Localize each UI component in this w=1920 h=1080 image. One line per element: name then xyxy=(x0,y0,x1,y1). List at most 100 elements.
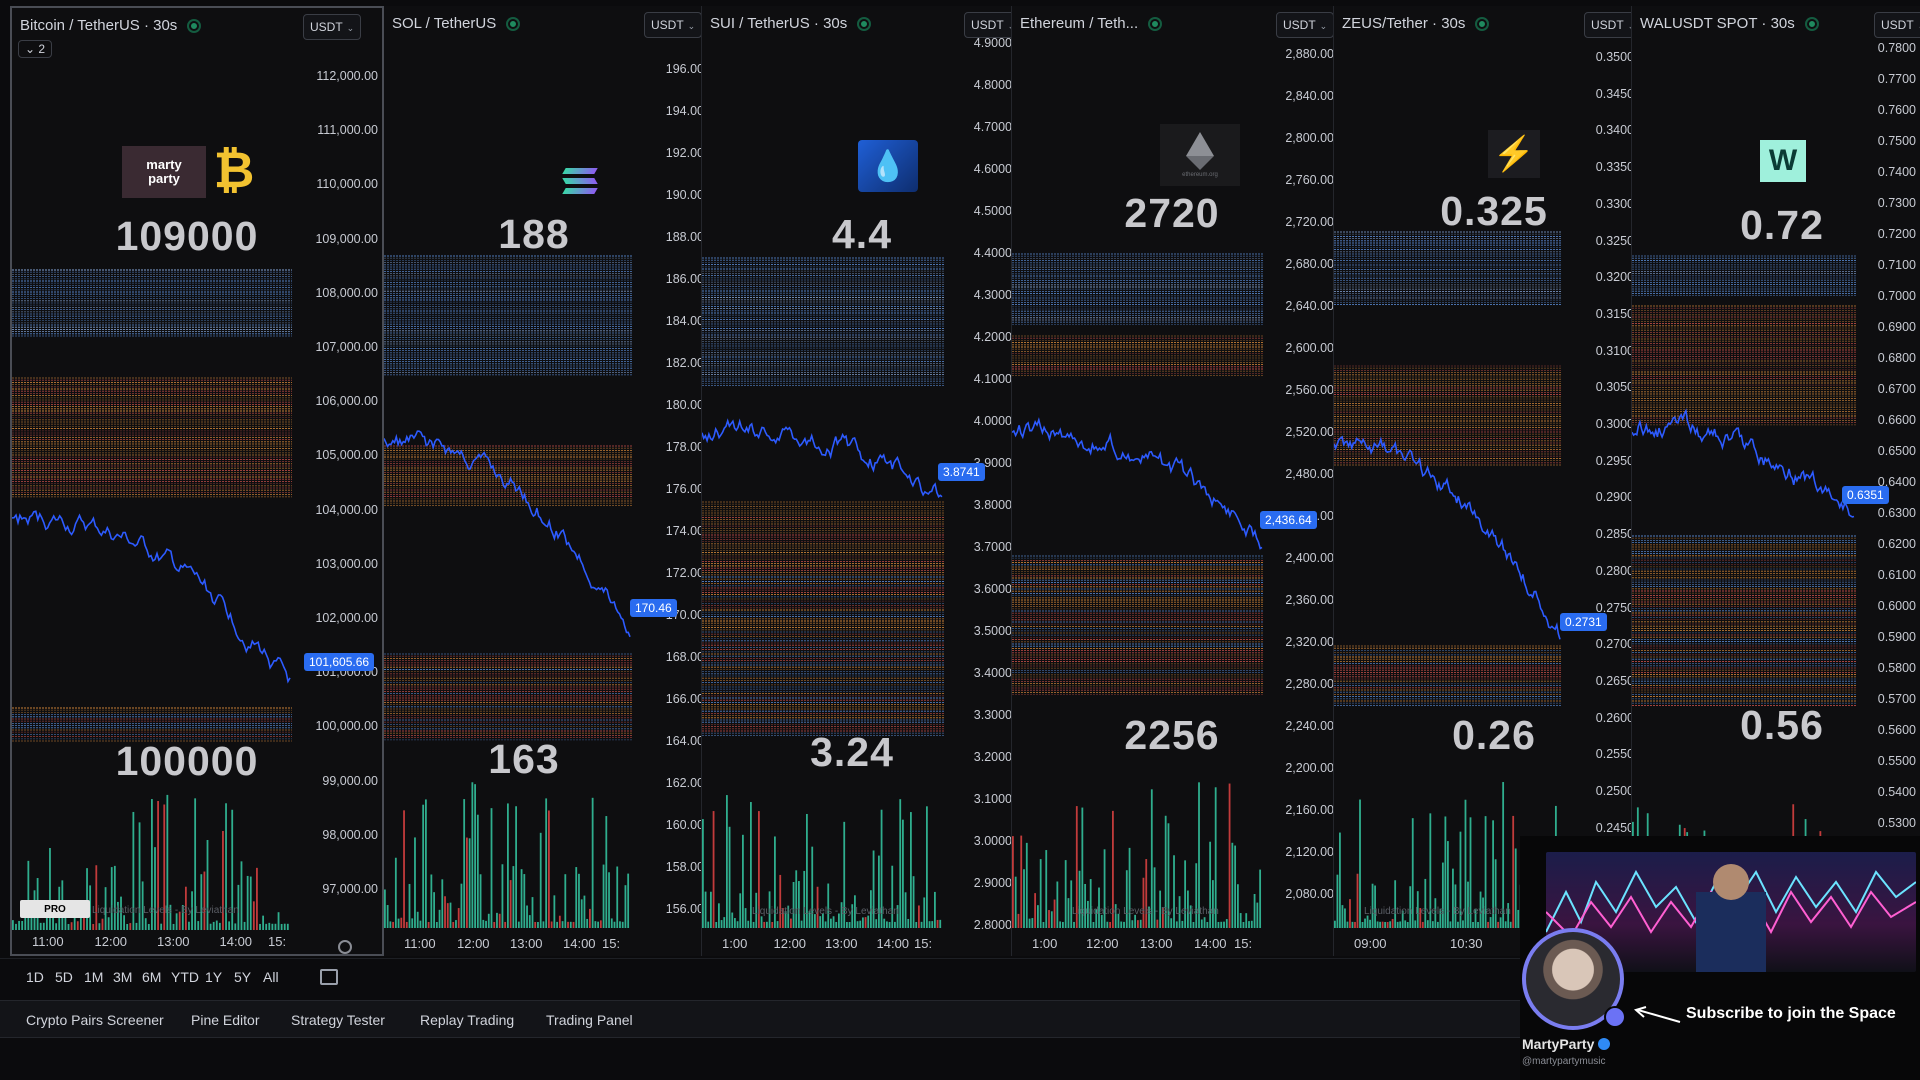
range-button-all[interactable]: All xyxy=(263,969,279,985)
volume-bar xyxy=(1384,921,1387,928)
volume-bar xyxy=(1112,810,1114,928)
tab-strategy-tester[interactable]: Strategy Tester xyxy=(291,1012,385,1028)
panel-title[interactable]: Ethereum / Teth... xyxy=(1020,15,1161,32)
volume-bar xyxy=(1037,905,1039,928)
currency-select[interactable]: USDT⌄ xyxy=(1874,12,1920,38)
time-axis: 1:00 12:00 13:00 14:00 15: xyxy=(702,932,948,956)
currency-select[interactable]: USDT⌄ xyxy=(303,14,362,40)
currency-select[interactable]: USDT⌄ xyxy=(964,12,1011,38)
volume-bar xyxy=(209,923,212,930)
volume-bar xyxy=(768,891,771,928)
date-range-calendar-icon[interactable] xyxy=(320,969,338,985)
volume-bar xyxy=(15,923,17,930)
price-tick-label: 168.00 xyxy=(665,650,702,664)
price-plot xyxy=(1632,255,1856,928)
price-tick-label: 0.2550 xyxy=(1595,747,1632,762)
range-button-ytd[interactable]: YTD xyxy=(171,969,199,985)
panel-title[interactable]: SOL / TetherUS xyxy=(392,15,519,32)
volume-bar xyxy=(1429,813,1432,928)
volume-bar xyxy=(784,911,787,928)
price-tick-label: 0.3050 xyxy=(1595,380,1632,395)
volume-bar xyxy=(843,821,846,928)
volume-bar xyxy=(42,922,45,930)
volume-bar xyxy=(1164,815,1167,928)
price-tick-label: 2,720.00 xyxy=(1285,215,1334,229)
chart-panel-sol[interactable]: SOL / TetherUS USDT ⌄ 188 163 196.00 194.0… xyxy=(384,6,702,956)
tab-trading-panel[interactable]: Trading Panel xyxy=(546,1012,633,1028)
currency-select[interactable]: USDT⌄ xyxy=(644,12,701,38)
price-tick-label: 4.6000 xyxy=(973,162,1012,176)
range-button-1m[interactable]: 1M xyxy=(84,969,104,985)
volume-bar xyxy=(731,912,734,928)
volume-bar xyxy=(1139,919,1142,928)
price-tick-label: 0.6100 xyxy=(1877,568,1916,582)
level-label-high: 0.325 xyxy=(1440,188,1548,234)
range-button-6m[interactable]: 6M xyxy=(142,969,162,985)
price-tick-label: 100,000.00 xyxy=(315,719,378,734)
range-button-3m[interactable]: 3M xyxy=(113,969,133,985)
price-tick-label: 4.3000 xyxy=(973,288,1012,302)
currency-select[interactable]: USDT⌄ xyxy=(1584,12,1631,38)
volume-bar xyxy=(517,921,520,928)
indicator-collapse-button[interactable]: ⌄ 2 xyxy=(18,40,53,58)
volume-bar xyxy=(1239,913,1242,928)
price-tick-label: 110,000.00 xyxy=(316,177,378,192)
volume-bar xyxy=(1173,855,1175,928)
volume-bar xyxy=(1189,905,1192,928)
time-tick-label: 15: xyxy=(268,934,287,949)
volume-bar xyxy=(1482,897,1484,928)
chart-panel-wal[interactable]: WALUSDT SPOT · 30s USDT⌄ W 0.72 0.56 0.7… xyxy=(1632,6,1920,956)
price-tick-label: 196.00 xyxy=(665,62,702,76)
currency-select[interactable]: USDT⌄ xyxy=(1276,12,1333,38)
volume-bar xyxy=(1153,867,1156,928)
volume-bar xyxy=(147,923,150,930)
volume-bar xyxy=(1098,887,1100,928)
volume-bar xyxy=(1084,883,1087,928)
volume-bar xyxy=(602,864,605,928)
volume-bar xyxy=(586,918,589,928)
volume-bar xyxy=(166,794,169,930)
price-tick-label: 180.00 xyxy=(665,398,702,412)
volume-bar xyxy=(1514,848,1517,928)
chart-panel-zeus[interactable]: ZEUS/Tether · 30s USDT⌄ ⚡ 0.325 0.26 0.3… xyxy=(1334,6,1632,956)
volume-bar xyxy=(1424,878,1427,928)
volume-bar xyxy=(1421,921,1424,928)
volume-bar xyxy=(939,919,942,928)
volume-bar xyxy=(474,784,476,928)
panel-title[interactable]: ZEUS/Tether · 30s xyxy=(1342,15,1488,32)
range-button-5d[interactable]: 5D xyxy=(55,969,73,985)
volume-bar xyxy=(414,837,416,928)
volume-bar xyxy=(1056,881,1059,928)
volume-bar xyxy=(616,866,619,928)
volume-bar xyxy=(567,921,569,928)
tab-replay-trading[interactable]: Replay Trading xyxy=(420,1012,515,1028)
panel-title[interactable]: WALUSDT SPOT · 30s xyxy=(1640,15,1817,32)
tab-pine-editor[interactable]: Pine Editor xyxy=(191,1012,260,1028)
chart-panel-sui[interactable]: SUI / TetherUS · 30s USDT⌄ 💧 4.4 3.24 4.… xyxy=(702,6,1012,956)
volume-bar xyxy=(599,920,602,928)
price-tick-label: 0.7000 xyxy=(1877,289,1916,303)
settings-gear-icon[interactable] xyxy=(338,940,352,954)
tab-crypto-pairs-screener[interactable]: Crypto Pairs Screener xyxy=(26,1012,164,1028)
volume-bar xyxy=(228,921,231,930)
range-button-5y[interactable]: 5Y xyxy=(234,969,252,985)
price-tick-label: 0.2500 xyxy=(1595,784,1632,798)
panel-title[interactable]: SUI / TetherUS · 30s xyxy=(710,15,870,32)
volume-bar xyxy=(397,918,400,928)
chart-panel-eth[interactable]: Ethereum / Teth... USDT ⌄ ethereum.org 27… xyxy=(1012,6,1334,956)
price-tick-label: 0.5600 xyxy=(1877,723,1916,737)
chart-panel-btc[interactable]: Bitcoin / TetherUS · 30s USDT ⌄ ⌄ 2 marty… xyxy=(10,6,384,956)
time-tick-label: 13:00 xyxy=(1140,936,1173,951)
panel-title[interactable]: Bitcoin / TetherUS · 30s xyxy=(20,17,200,34)
price-line xyxy=(1632,408,1855,518)
volume-bar xyxy=(1472,922,1474,928)
volume-bar xyxy=(550,921,553,928)
volume-bar xyxy=(1381,921,1384,928)
range-button-1d[interactable]: 1D xyxy=(26,969,44,985)
range-button-1y[interactable]: 1Y xyxy=(205,969,223,985)
level-label-high: 2720 xyxy=(1124,190,1220,236)
volume-bar xyxy=(1449,921,1452,928)
time-tick-label: 14:00 xyxy=(219,934,253,949)
volume-bar xyxy=(386,905,389,928)
volume-bar xyxy=(1359,799,1361,928)
